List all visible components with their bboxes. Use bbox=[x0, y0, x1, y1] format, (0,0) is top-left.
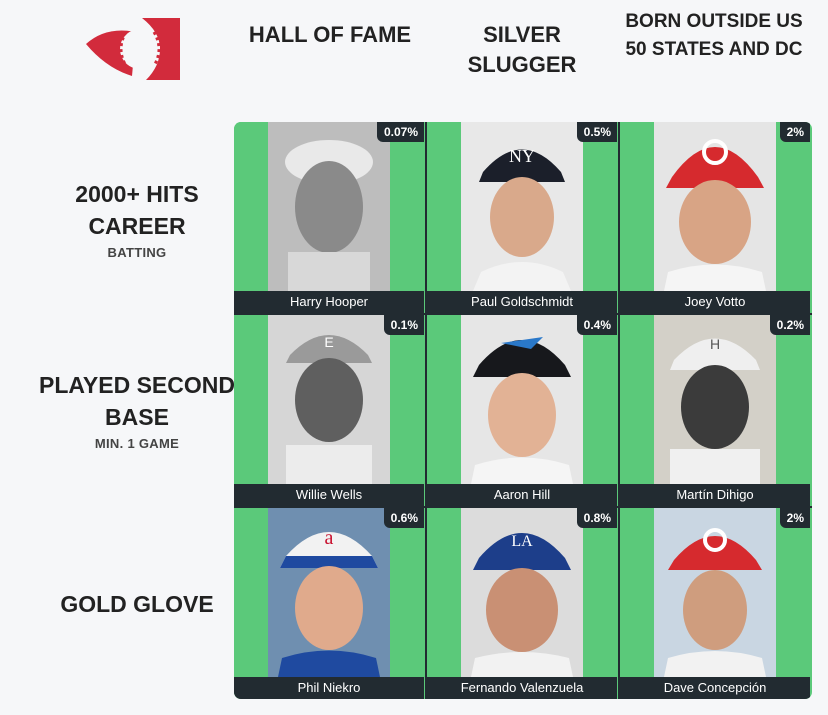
svg-text:NY: NY bbox=[509, 146, 535, 166]
player-photo: LA bbox=[461, 508, 583, 677]
rarity-badge: 0.2% bbox=[769, 315, 810, 335]
rarity-badge: 2% bbox=[779, 508, 810, 528]
player-photo bbox=[654, 508, 776, 677]
rarity-badge: 0.1% bbox=[383, 315, 424, 335]
row-header-gold-glove: GOLD GLOVE bbox=[30, 588, 244, 620]
player-photo: E bbox=[268, 315, 390, 484]
grid-cell[interactable]: LA 0.8% Fernando Valenzuela bbox=[427, 508, 617, 699]
rarity-badge: 0.6% bbox=[383, 508, 424, 528]
grid-divider bbox=[618, 122, 620, 699]
player-name: Joey Votto bbox=[620, 291, 810, 313]
grid-cell[interactable]: 0.4% Aaron Hill bbox=[427, 315, 617, 506]
player-name: Fernando Valenzuela bbox=[427, 677, 617, 699]
column-header-born-outside-us: BORN OUTSIDE US 50 STATES AND DC bbox=[625, 11, 803, 60]
grid-cell[interactable]: 2% Joey Votto bbox=[620, 122, 810, 313]
player-photo: a bbox=[268, 508, 390, 677]
grid-cell[interactable]: H 0.2% Martín Dihigo bbox=[620, 315, 810, 506]
rarity-badge: 2% bbox=[779, 122, 810, 142]
row-header-label: PLAYED SECOND BASE bbox=[39, 372, 235, 430]
player-name: Willie Wells bbox=[234, 484, 424, 506]
player-photo: H bbox=[654, 315, 776, 484]
row-header-label: GOLD GLOVE bbox=[60, 591, 214, 617]
grid-cell[interactable]: E 0.1% Willie Wells bbox=[234, 315, 424, 506]
grid-divider bbox=[234, 313, 812, 315]
grid-divider bbox=[425, 122, 427, 699]
player-name: Paul Goldschmidt bbox=[427, 291, 617, 313]
column-header-silver-slugger: SILVER SLUGGER bbox=[467, 22, 577, 77]
rarity-badge: 0.8% bbox=[576, 508, 617, 528]
answer-grid: 0.07% Harry Hooper NY 0.5% Paul Goldschm… bbox=[234, 122, 812, 699]
row-header-2000-hits: 2000+ HITS CAREER BATTING bbox=[30, 178, 244, 260]
svg-text:E: E bbox=[324, 334, 333, 350]
player-name: Harry Hooper bbox=[234, 291, 424, 313]
player-name: Phil Niekro bbox=[234, 677, 424, 699]
player-name: Martín Dihigo bbox=[620, 484, 810, 506]
grid-cell[interactable]: NY 0.5% Paul Goldschmidt bbox=[427, 122, 617, 313]
player-name: Dave Concepción bbox=[620, 677, 810, 699]
rarity-badge: 0.5% bbox=[576, 122, 617, 142]
player-photo bbox=[268, 122, 390, 291]
rarity-badge: 0.4% bbox=[576, 315, 617, 335]
row-header-sublabel: MIN. 1 GAME bbox=[94, 436, 180, 451]
svg-text:LA: LA bbox=[511, 533, 533, 550]
grid-cell[interactable]: a 0.6% Phil Niekro bbox=[234, 508, 424, 699]
player-photo bbox=[461, 315, 583, 484]
svg-text:a: a bbox=[325, 527, 334, 549]
svg-text:H: H bbox=[710, 336, 720, 352]
baseball-logo-icon bbox=[86, 16, 180, 82]
column-header-hall-of-fame: HALL OF FAME bbox=[248, 22, 412, 47]
grid-divider bbox=[234, 506, 812, 508]
player-name: Aaron Hill bbox=[427, 484, 617, 506]
player-photo: NY bbox=[461, 122, 583, 291]
rarity-badge: 0.07% bbox=[376, 122, 424, 142]
row-header-played-second-base: PLAYED SECOND BASE MIN. 1 GAME bbox=[30, 369, 244, 451]
grid-cell[interactable]: 0.07% Harry Hooper bbox=[234, 122, 424, 313]
row-header-label: 2000+ HITS CAREER bbox=[75, 181, 199, 239]
row-header-sublabel: BATTING bbox=[107, 245, 167, 260]
player-photo bbox=[654, 122, 776, 291]
grid-cell[interactable]: 2% Dave Concepción bbox=[620, 508, 810, 699]
